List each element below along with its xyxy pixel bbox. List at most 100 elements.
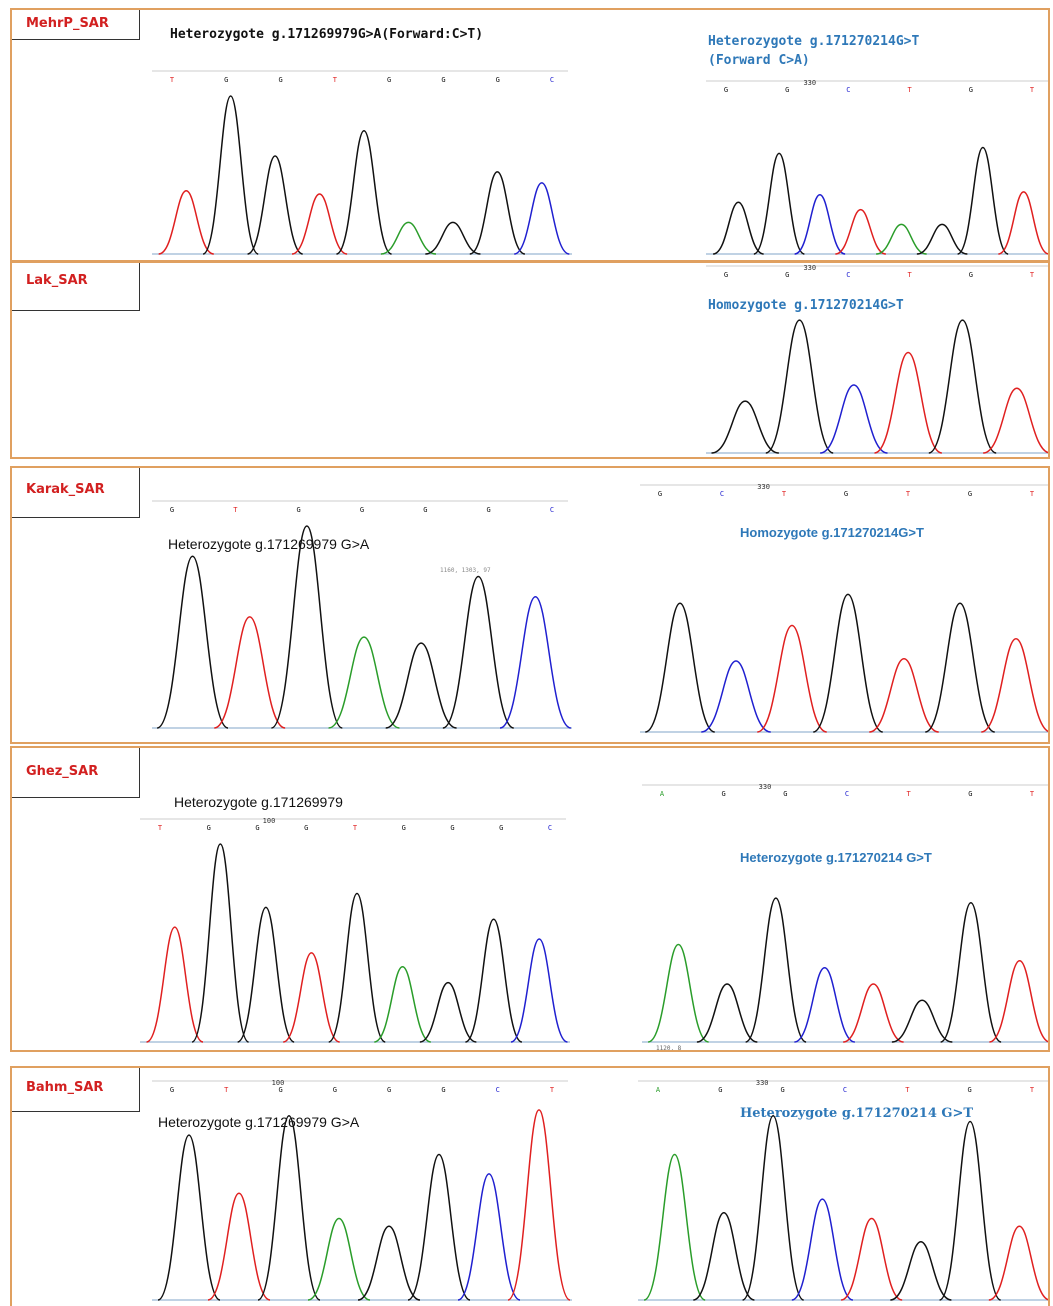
trace-peak bbox=[981, 638, 1048, 733]
base-call: G bbox=[297, 506, 301, 514]
base-call: G bbox=[450, 824, 454, 832]
base-call: G bbox=[969, 271, 973, 279]
right-annotation: Heterozygote g.171270214 G>T bbox=[740, 850, 932, 865]
trace-peak bbox=[757, 624, 827, 733]
right-annotation-line1: Heterozygote g.171270214G>T bbox=[708, 34, 920, 49]
base-call: C bbox=[845, 790, 849, 798]
sample-label-box: Ghez_SAR bbox=[12, 748, 140, 798]
right-cursor-readout: 1120, 8 bbox=[656, 1045, 682, 1052]
base-call: G bbox=[783, 790, 787, 798]
base-call: T bbox=[1030, 1086, 1035, 1094]
sample-label: Lak_SAR bbox=[26, 273, 88, 288]
trace-peak bbox=[207, 1192, 271, 1301]
sample-label: Ghez_SAR bbox=[26, 764, 99, 779]
base-call: T bbox=[905, 1086, 910, 1094]
panel-mehrp-sar: MehrP_SAR Heterozygote g.171269979G>A(Fo… bbox=[10, 8, 1050, 262]
position-label: 100 bbox=[272, 1079, 285, 1087]
trace-peak bbox=[328, 892, 386, 1043]
right-annotation: Heterozygote g.171270214 G>T bbox=[740, 1106, 974, 1121]
trace-peak bbox=[745, 897, 807, 1043]
chromatogram-right: G C T G T G T 330 bbox=[640, 483, 1048, 733]
sample-label-box: MehrP_SAR bbox=[12, 10, 140, 40]
base-call: G bbox=[722, 790, 726, 798]
trace-peak bbox=[647, 943, 709, 1043]
trace-peak bbox=[794, 194, 846, 255]
base-call: G bbox=[278, 76, 282, 84]
base-call: T bbox=[1030, 790, 1035, 798]
trace-peak bbox=[693, 1211, 755, 1301]
left-annotation: Heterozygote g.171269979 G>A bbox=[168, 536, 370, 552]
base-call: G bbox=[968, 790, 972, 798]
base-call: T bbox=[907, 86, 912, 94]
trace-peak bbox=[214, 616, 286, 729]
trace-peak bbox=[158, 190, 215, 255]
trace-peak bbox=[457, 1173, 521, 1301]
panel-lak-sar: Lak_SAR Homozygote g.171270214G>T G G C T G T… bbox=[10, 261, 1050, 459]
trace-peak bbox=[875, 223, 927, 255]
trace-peak bbox=[998, 191, 1048, 255]
trace-peak bbox=[146, 926, 204, 1043]
trace-peak bbox=[157, 1134, 221, 1301]
sample-label: Bahm_SAR bbox=[26, 1080, 104, 1095]
trace-peak bbox=[374, 966, 432, 1043]
right-annotation: Homozygote g.171270214G>T bbox=[740, 525, 924, 540]
sample-label-box: Karak_SAR bbox=[12, 468, 140, 518]
base-call: T bbox=[224, 1086, 229, 1094]
panel-bahm-sar: Bahm_SAR Heterozygote g.171269979 G>A He… bbox=[10, 1066, 1050, 1306]
base-call: G bbox=[785, 86, 789, 94]
position-label: 100 bbox=[263, 817, 276, 825]
chromatogram-left: T G G G T G G G C 100 bbox=[140, 817, 570, 1043]
trace-peak bbox=[840, 1217, 903, 1301]
base-call: G bbox=[304, 824, 308, 832]
trace-peak bbox=[765, 319, 834, 454]
base-call: G bbox=[333, 1086, 337, 1094]
trace-peak bbox=[328, 636, 400, 729]
base-call: G bbox=[496, 76, 500, 84]
trace-peak bbox=[890, 1241, 952, 1301]
left-annotation: Heterozygote g.171269979 G>A bbox=[158, 1114, 360, 1130]
position-label: 330 bbox=[757, 483, 770, 491]
chromatogram-right: A G G C T G T 330 bbox=[642, 783, 1048, 1043]
base-call: G bbox=[969, 86, 973, 94]
position-label: 330 bbox=[759, 783, 772, 791]
base-call: G bbox=[785, 271, 789, 279]
trace-peak bbox=[711, 400, 780, 454]
trace-peak bbox=[513, 182, 570, 255]
trace-peak bbox=[425, 221, 481, 255]
base-call: T bbox=[158, 824, 163, 832]
base-call: G bbox=[207, 824, 211, 832]
chromatogram-right: A G G C T G T 330 bbox=[638, 1079, 1048, 1301]
right-annotation-line2: (Forward C>A) bbox=[708, 53, 810, 68]
base-call: G bbox=[170, 1086, 174, 1094]
base-call: T bbox=[907, 271, 912, 279]
trace-peak bbox=[742, 1114, 805, 1301]
trace-peak bbox=[380, 221, 437, 255]
left-annotation: Heterozygote g.171269979 bbox=[174, 794, 343, 810]
trace-peak bbox=[869, 657, 939, 733]
trace-peak bbox=[940, 902, 1002, 1043]
base-call: C bbox=[550, 506, 554, 514]
trace-peak bbox=[988, 1225, 1048, 1301]
base-call: G bbox=[487, 506, 491, 514]
sample-label-box: Bahm_SAR bbox=[12, 1068, 140, 1112]
base-call: A bbox=[660, 790, 665, 798]
base-call: G bbox=[360, 506, 364, 514]
base-call: G bbox=[224, 76, 228, 84]
trace-peak bbox=[282, 952, 340, 1043]
base-call: C bbox=[548, 824, 552, 832]
left-annotation: Heterozygote g.171269979G>A(Forward:C>T) bbox=[170, 27, 484, 42]
base-call: G bbox=[968, 490, 972, 498]
trace-peak bbox=[469, 171, 526, 255]
trace-peak bbox=[924, 602, 996, 733]
chromatogram-right: G G C T G T 330 bbox=[706, 79, 1048, 255]
trace-peak bbox=[442, 575, 515, 729]
base-call: G bbox=[255, 824, 259, 832]
trace-peak bbox=[791, 1198, 854, 1301]
trace-peak bbox=[753, 152, 805, 255]
base-call: T bbox=[1030, 271, 1035, 279]
base-call: T bbox=[353, 824, 358, 832]
base-call: G bbox=[441, 76, 445, 84]
trace-peak bbox=[939, 1120, 1002, 1301]
